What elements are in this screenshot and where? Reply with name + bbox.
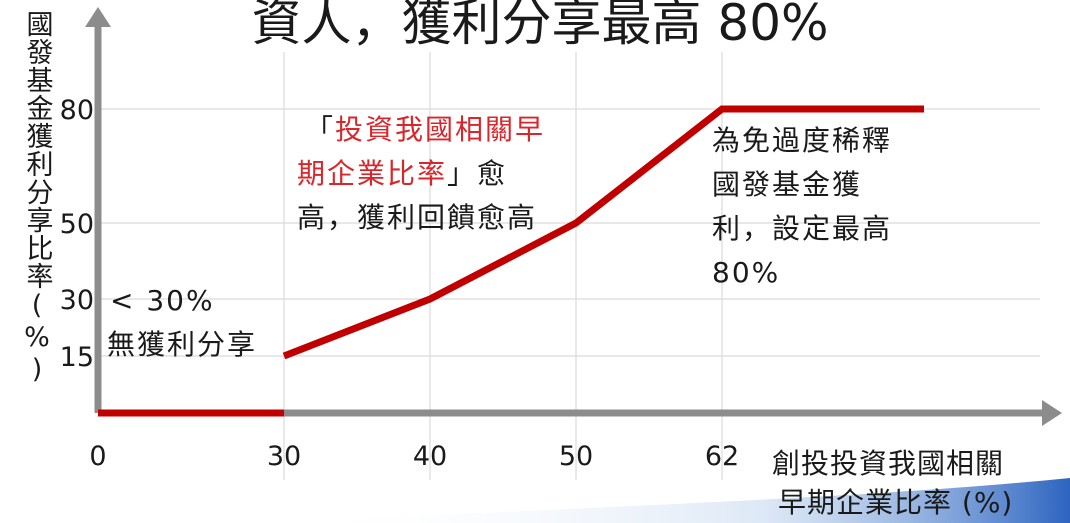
y-tick-label-15: 15	[60, 342, 94, 373]
annotation-cap-line2: 國發基金獲	[712, 168, 863, 201]
decorative-swoosh	[300, 478, 1070, 523]
x-axis-arrow-icon	[1042, 400, 1062, 426]
annotation-no-sharing-line2: 無獲利分享	[107, 328, 258, 361]
annotation-cap-line3: 利，設定最高	[712, 212, 893, 245]
annotation-higher-ratio-line3: 高，獲利回饋愈高	[297, 201, 538, 234]
highlight-text-2: 期企業比率	[297, 157, 448, 190]
series-line-segment-2	[282, 105, 924, 360]
annotation-higher-ratio: 「投資我國相關早 期企業比率」愈 高，獲利回饋愈高	[297, 108, 546, 240]
y-axis-arrow-icon	[85, 7, 111, 27]
annotation-no-sharing: < 30% 無獲利分享	[107, 279, 258, 367]
x-axis-label: 創投投資我國相關 早期企業比率 (%)	[772, 447, 1014, 519]
x-tick-label-40: 40	[413, 441, 447, 472]
y-tick-label-30: 30	[60, 285, 94, 316]
x-axis-label-line2: 早期企業比率 (%)	[778, 486, 1013, 519]
x-axis-label-line1: 創投投資我國相關	[772, 447, 1004, 480]
x-tick-label-62: 62	[705, 441, 739, 472]
open-bracket: 「	[305, 113, 336, 146]
data-series	[98, 105, 924, 417]
y-tick-label-50: 50	[60, 209, 94, 240]
annotation-no-sharing-line1: < 30%	[110, 284, 215, 317]
tick-labels: 15 30 50 80 0 30 40 50 62	[60, 95, 740, 472]
y-tick-label-80: 80	[60, 95, 94, 126]
highlight-text-1: 投資我國相關早	[335, 113, 546, 146]
close-bracket-text: 」愈	[447, 157, 508, 190]
x-tick-label-30: 30	[267, 441, 301, 472]
annotation-cap: 為免過度稀釋 國發基金獲 利，設定最高 80%	[712, 119, 892, 295]
annotation-cap-line4: 80%	[712, 256, 781, 289]
chart-title: 資人，獲利分享最高 80%	[251, 0, 828, 52]
y-axis-label: 國發基金獲利分享比率(%)	[22, 10, 54, 386]
annotation-cap-line1: 為免過度稀釋	[712, 124, 893, 157]
x-tick-label-50: 50	[559, 441, 593, 472]
x-tick-label-0: 0	[89, 441, 106, 472]
